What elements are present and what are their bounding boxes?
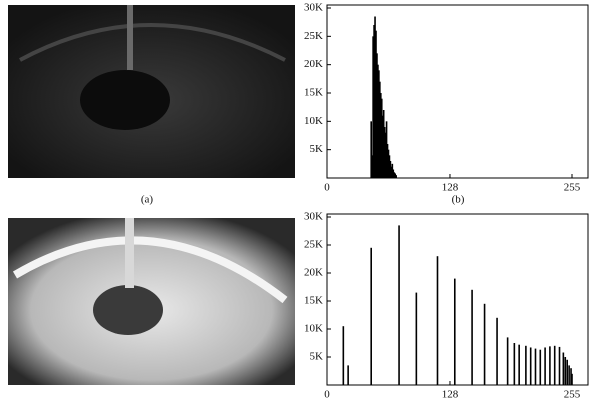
y-tick-label: 5K: [310, 143, 324, 155]
bar: [553, 345, 556, 385]
bar: [534, 348, 537, 385]
bar: [525, 345, 527, 385]
bar: [380, 98, 383, 178]
y-tick-label: 25K: [304, 239, 323, 251]
bar: [392, 169, 395, 178]
bar: [388, 155, 391, 178]
bar: [387, 149, 390, 178]
y-tick-label: 20K: [304, 58, 323, 70]
bar: [513, 343, 516, 385]
caption: (b): [452, 194, 465, 206]
y-tick-label: 25K: [304, 30, 323, 42]
x-tick-label: 255: [564, 389, 581, 400]
bar: [453, 278, 456, 385]
bar: [342, 326, 345, 385]
bar: [571, 373, 573, 385]
bar: [391, 163, 394, 178]
bar: [570, 368, 572, 385]
y-tick-label: 30K: [304, 2, 323, 14]
bar: [377, 64, 379, 178]
bar: [393, 172, 396, 178]
bar: [378, 70, 380, 178]
plot-frame: [326, 4, 589, 179]
x-tick-label: 0: [324, 182, 330, 194]
bar: [539, 349, 542, 385]
bar: [568, 365, 570, 385]
y-tick-label: 15K: [304, 87, 323, 99]
bar: [386, 144, 389, 178]
bar: [381, 115, 384, 178]
bar: [390, 166, 393, 178]
bar: [549, 346, 551, 385]
bar: [383, 127, 386, 178]
plot-frame: [326, 213, 589, 386]
bar: [394, 173, 397, 178]
bar: [471, 289, 473, 385]
x-tick-label: 0: [324, 389, 330, 400]
bar: [518, 344, 520, 385]
equalized-image: [8, 218, 295, 385]
bar: [347, 365, 349, 385]
bar: [376, 53, 378, 179]
y-tick-label: 15K: [304, 295, 323, 307]
bar: [371, 155, 373, 178]
bar: [395, 175, 397, 178]
bar: [374, 16, 376, 178]
bar: [398, 225, 400, 385]
bar: [415, 292, 418, 385]
bar: [373, 25, 375, 178]
bar: [372, 36, 374, 179]
y-tick-label: 20K: [304, 267, 323, 279]
y-tick-label: 5K: [310, 351, 324, 363]
x-tick-label: 128: [442, 182, 459, 194]
dark-image: [8, 5, 295, 178]
bar: [370, 247, 372, 385]
y-tick-label: 30K: [304, 211, 323, 223]
y-tick-label: 10K: [304, 323, 323, 335]
caption: (a): [141, 194, 154, 206]
bar: [562, 352, 565, 385]
bar: [483, 303, 486, 385]
bar: [382, 110, 385, 178]
bar: [380, 93, 382, 178]
bar: [379, 81, 381, 178]
bar: [544, 347, 546, 385]
x-tick-label: 128: [442, 389, 459, 400]
bar: [506, 337, 509, 385]
y-tick-label: 10K: [304, 115, 323, 127]
bar: [436, 256, 439, 385]
bar: [558, 346, 561, 385]
bar: [566, 359, 568, 385]
bar: [375, 30, 377, 178]
bar: [496, 317, 498, 385]
bar: [529, 347, 532, 385]
bar: [384, 132, 387, 178]
x-tick-label: 255: [564, 182, 581, 194]
bar: [370, 121, 372, 178]
bar: [389, 161, 392, 178]
bar: [385, 121, 388, 178]
bar: [564, 357, 567, 385]
